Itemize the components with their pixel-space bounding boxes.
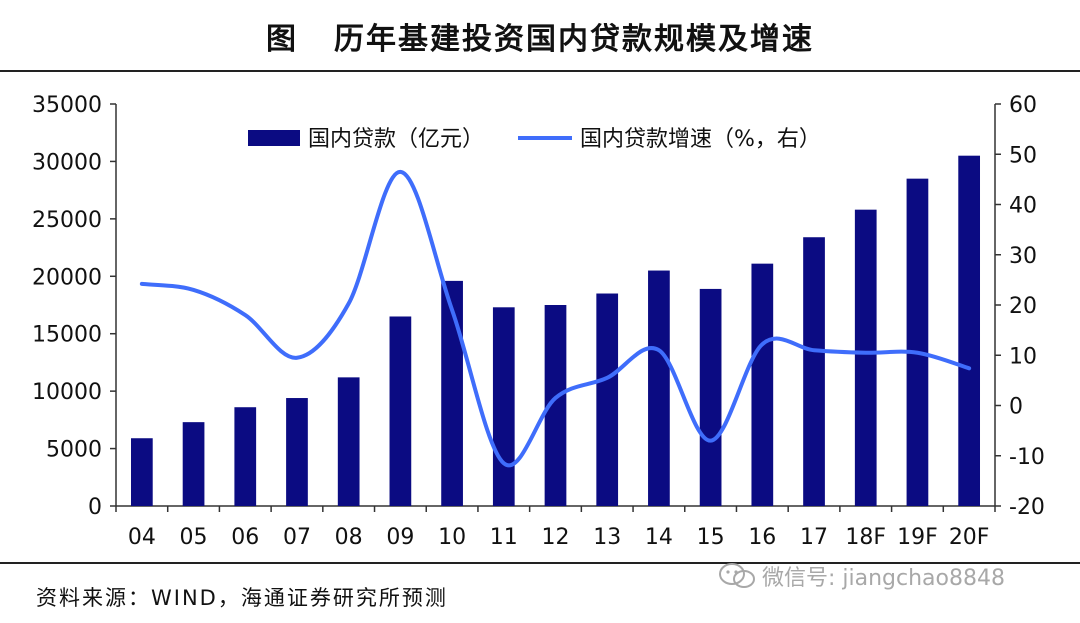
loan-bar [182, 422, 205, 506]
x-tick-label: 07 [283, 525, 311, 550]
loan-bar [803, 237, 825, 506]
x-tick-label: 12 [542, 525, 570, 550]
chart-title: 历年基建投资国内贷款规模及增速 [334, 22, 814, 57]
loan-bar [596, 293, 619, 506]
x-tick-label: 04 [128, 525, 156, 550]
x-tick-label: 19F [897, 525, 938, 550]
loan-bar [337, 377, 360, 506]
x-tick-label: 09 [386, 525, 414, 550]
wechat-icon [719, 563, 755, 588]
left-tick-label: 35000 [32, 93, 102, 118]
x-tick-label: 06 [231, 525, 259, 550]
x-tick-label: 11 [490, 525, 518, 550]
legend-line-label: 国内贷款增速（%，右） [580, 127, 821, 152]
x-tick-label: 20F [949, 525, 990, 550]
left-tick-label: 10000 [32, 380, 102, 405]
source-note: 资料来源：WIND，海通证券研究所预测 [36, 586, 448, 610]
loan-bar [286, 398, 308, 506]
legend-bar-swatch [248, 130, 300, 146]
x-axis-ticks: 04 05 06 07 08 09 10 11 12 13 14 15 16 17 18F 19F 20F [115, 506, 996, 550]
loan-bar [234, 407, 257, 506]
right-tick-label: 0 [1009, 395, 1023, 420]
right-tick-label: 10 [1009, 344, 1037, 369]
right-tick-label: 40 [1009, 194, 1037, 219]
x-tick-label: 18F [845, 525, 886, 550]
right-tick-label: 30 [1009, 244, 1037, 269]
left-tick-label: 25000 [32, 208, 102, 233]
bar-series [130, 155, 981, 506]
loan-bar [699, 288, 722, 506]
right-tick-label: 50 [1009, 143, 1037, 168]
left-tick-label: 0 [88, 495, 102, 520]
right-tick-label: 60 [1009, 93, 1037, 118]
x-tick-label: 08 [335, 525, 363, 550]
watermark: 微信号: jiangchao8848 [718, 560, 1005, 592]
loan-bar [492, 307, 515, 506]
figure-label: 图 [266, 22, 298, 57]
x-tick-label: 10 [438, 525, 466, 550]
top-rule [0, 70, 1080, 72]
right-tick-label: -20 [1009, 495, 1045, 520]
loan-bar [751, 263, 774, 506]
chart-title-bar: 图 历年基建投资国内贷款规模及增速 [0, 6, 1080, 66]
growth-line [139, 169, 972, 468]
x-tick-label: 14 [645, 525, 673, 550]
loan-bar [648, 270, 670, 506]
loan-bar [389, 316, 412, 506]
x-tick-label: 13 [593, 525, 621, 550]
legend: 国内贷款（亿元） 国内贷款增速（%，右） [248, 127, 821, 152]
left-tick-label: 20000 [32, 265, 102, 290]
x-tick-label: 15 [697, 525, 725, 550]
loan-bar [854, 209, 877, 506]
x-tick-label: 16 [748, 525, 776, 550]
right-tick-label: -10 [1009, 445, 1045, 470]
loan-bar [544, 305, 567, 506]
left-axis-ticks: 0 5000 10000 15000 20000 25000 30000 35000 [32, 93, 116, 520]
loan-bar [906, 178, 929, 506]
x-tick-label: 17 [800, 525, 828, 550]
watermark-text: 微信号: jiangchao8848 [762, 566, 1005, 591]
legend-bar-label: 国内贷款（亿元） [308, 127, 484, 152]
x-tick-label: 05 [180, 525, 208, 550]
right-tick-label: 20 [1009, 294, 1037, 319]
left-tick-label: 5000 [46, 438, 102, 463]
right-axis-ticks: -20 -10 0 10 20 30 40 50 60 [995, 93, 1045, 520]
left-tick-label: 15000 [32, 323, 102, 348]
loan-bar [958, 155, 981, 506]
bottom-rule [0, 562, 1080, 564]
loan-bar [441, 280, 463, 506]
loan-bar [130, 438, 153, 506]
left-tick-label: 30000 [32, 150, 102, 175]
